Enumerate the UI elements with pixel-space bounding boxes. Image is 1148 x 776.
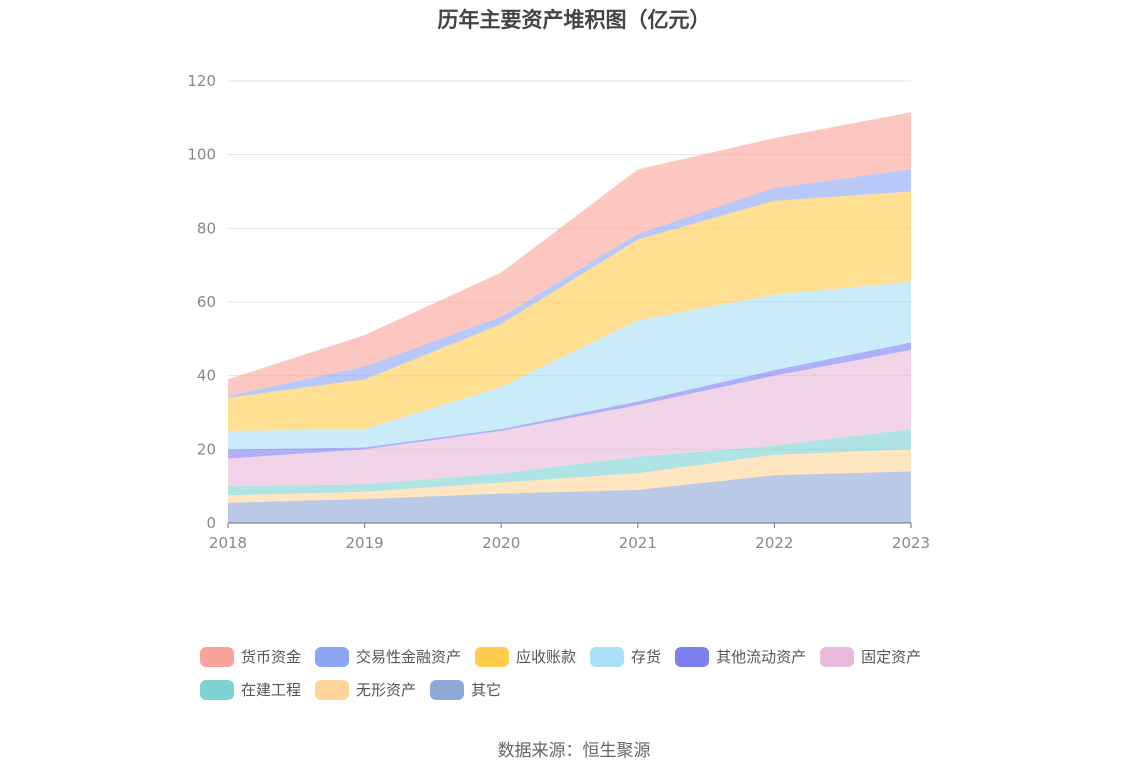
y-tick-label: 0 bbox=[206, 514, 216, 532]
legend-label: 货币资金 bbox=[241, 648, 302, 666]
legend-label: 固定资产 bbox=[861, 648, 922, 666]
area-series-1 bbox=[228, 449, 911, 503]
legend-label: 无形资产 bbox=[356, 681, 417, 699]
legend-label: 其它 bbox=[471, 681, 502, 699]
legend-swatch bbox=[475, 646, 510, 667]
legend-item[interactable]: 固定资产 bbox=[820, 646, 921, 667]
legend-label: 应收账款 bbox=[516, 648, 577, 666]
legend-swatch bbox=[315, 646, 350, 667]
legend-item[interactable]: 存货 bbox=[590, 646, 661, 667]
area-series-2 bbox=[228, 429, 911, 496]
x-tick-label: 2020 bbox=[482, 534, 520, 552]
axis-layer: 0 20 40 60 80 100 120 2018 2019 2020 2021 2022 2023 bbox=[187, 72, 930, 552]
legend-swatch bbox=[820, 646, 855, 667]
legend-label: 存货 bbox=[631, 648, 662, 666]
legend-label: 其他流动资产 bbox=[716, 648, 807, 666]
y-tick-label: 40 bbox=[197, 367, 216, 385]
area-series-8 bbox=[228, 112, 911, 396]
legend-swatch bbox=[200, 679, 234, 700]
legend-label: 交易性金融资产 bbox=[356, 648, 462, 666]
data-source: 数据来源：恒生聚源 bbox=[497, 741, 651, 761]
area-series-7 bbox=[228, 169, 911, 398]
legend-swatch bbox=[590, 646, 625, 667]
x-tick-label: 2019 bbox=[346, 534, 384, 552]
legend-item[interactable]: 交易性金融资产 bbox=[315, 646, 461, 667]
y-tick-label: 100 bbox=[187, 146, 216, 164]
legend-row: 货币资金 交易性金融资产 应收账款 存货 其他流动资产 固定资产 bbox=[200, 640, 980, 673]
y-tick-label: 20 bbox=[197, 440, 216, 458]
area-series-0 bbox=[228, 471, 911, 523]
chart-title: 历年主要资产堆积图（亿元） bbox=[437, 8, 711, 32]
legend-swatch bbox=[200, 646, 234, 667]
x-tick-label: 2018 bbox=[209, 534, 247, 552]
legend-item[interactable]: 其它 bbox=[430, 679, 501, 700]
legend-swatch bbox=[430, 679, 465, 700]
legend-item[interactable]: 应收账款 bbox=[475, 646, 576, 667]
legend: 货币资金 交易性金融资产 应收账款 存货 其他流动资产 固定资产 在建工程 无形资产 其它 bbox=[200, 640, 980, 706]
legend-row: 在建工程 无形资产 其它 bbox=[200, 673, 980, 706]
legend-item[interactable]: 在建工程 bbox=[200, 679, 301, 700]
x-tick-label: 2022 bbox=[755, 534, 793, 552]
y-tick-label: 60 bbox=[197, 293, 216, 311]
y-tick-label: 80 bbox=[197, 219, 216, 237]
x-tick-label: 2021 bbox=[619, 534, 657, 552]
y-tick-label: 120 bbox=[187, 72, 216, 90]
legend-item[interactable]: 无形资产 bbox=[315, 679, 416, 700]
area-layer bbox=[228, 112, 911, 523]
legend-label: 在建工程 bbox=[241, 681, 302, 699]
legend-item[interactable]: 货币资金 bbox=[200, 646, 301, 667]
area-series-5 bbox=[228, 281, 911, 450]
legend-swatch bbox=[315, 679, 350, 700]
legend-item[interactable]: 其他流动资产 bbox=[675, 646, 806, 667]
area-series-6 bbox=[228, 191, 911, 431]
x-tick-label: 2023 bbox=[892, 534, 930, 552]
legend-swatch bbox=[675, 646, 710, 667]
